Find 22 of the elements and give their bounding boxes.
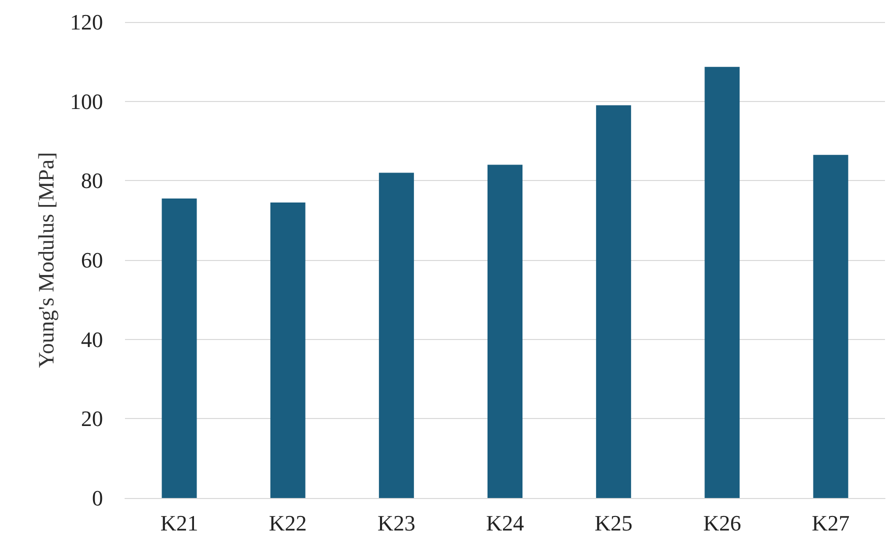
x-tick-label: K26 bbox=[703, 510, 742, 536]
bar bbox=[813, 154, 848, 498]
bar bbox=[704, 66, 740, 498]
y-tick-label: 120 bbox=[70, 10, 103, 34]
y-tick-label: 100 bbox=[70, 88, 103, 114]
bar bbox=[596, 105, 632, 498]
x-tick-label: K23 bbox=[377, 510, 416, 536]
y-tick-label: 40 bbox=[81, 326, 103, 352]
x-tick-label: K27 bbox=[812, 510, 850, 536]
x-tick-label: K25 bbox=[594, 510, 633, 536]
y-tick-label: 80 bbox=[81, 168, 103, 194]
y-tick-label: 60 bbox=[81, 248, 103, 272]
bar bbox=[378, 172, 414, 498]
y-tick-label: 20 bbox=[81, 406, 103, 432]
y-axis-title: Young's Modulus [MPa] bbox=[34, 152, 58, 368]
x-tick-label: K21 bbox=[160, 510, 198, 536]
y-tick-label: 0 bbox=[92, 486, 103, 510]
bar bbox=[270, 202, 306, 498]
bar bbox=[162, 198, 197, 498]
x-tick-label: K24 bbox=[486, 510, 524, 536]
x-tick-label: K22 bbox=[268, 510, 307, 536]
bar bbox=[488, 164, 522, 498]
